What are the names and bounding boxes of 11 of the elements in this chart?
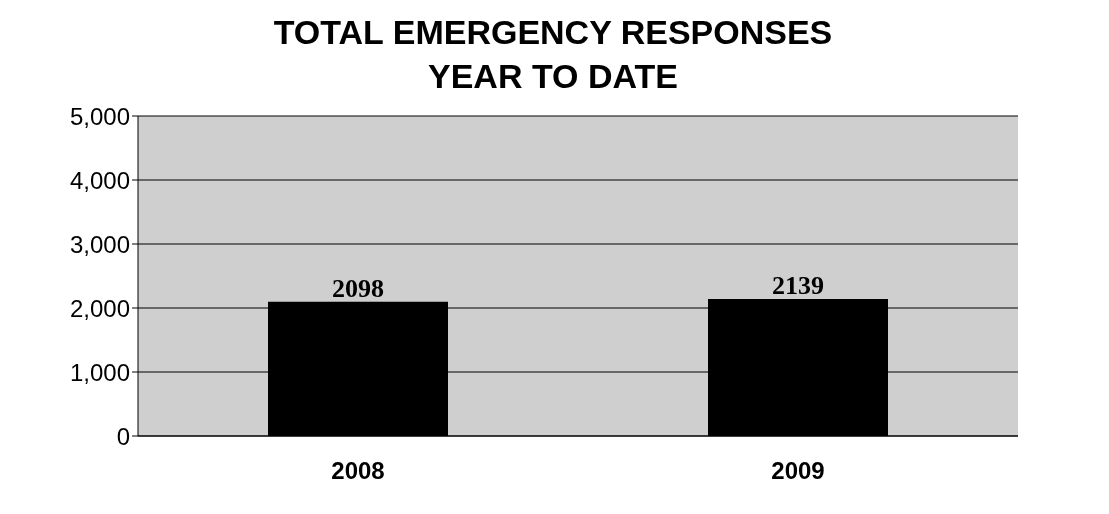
y-tick-label: 0 <box>116 422 130 450</box>
x-tick-label: 2009 <box>771 457 825 485</box>
data-label: 2098 <box>332 273 384 303</box>
chart-title: TOTAL EMERGENCY RESPONSES YEAR TO DATE <box>272 12 834 97</box>
data-label: 2139 <box>772 271 824 301</box>
y-tick-label: 3,000 <box>69 230 130 258</box>
y-tick-label: 2,000 <box>69 294 130 322</box>
y-tick-label: 4,000 <box>69 166 130 194</box>
x-tick-label: 2008 <box>331 457 385 485</box>
y-tick-label: 1,000 <box>69 358 130 386</box>
y-tick-label: 5,000 <box>69 102 130 130</box>
